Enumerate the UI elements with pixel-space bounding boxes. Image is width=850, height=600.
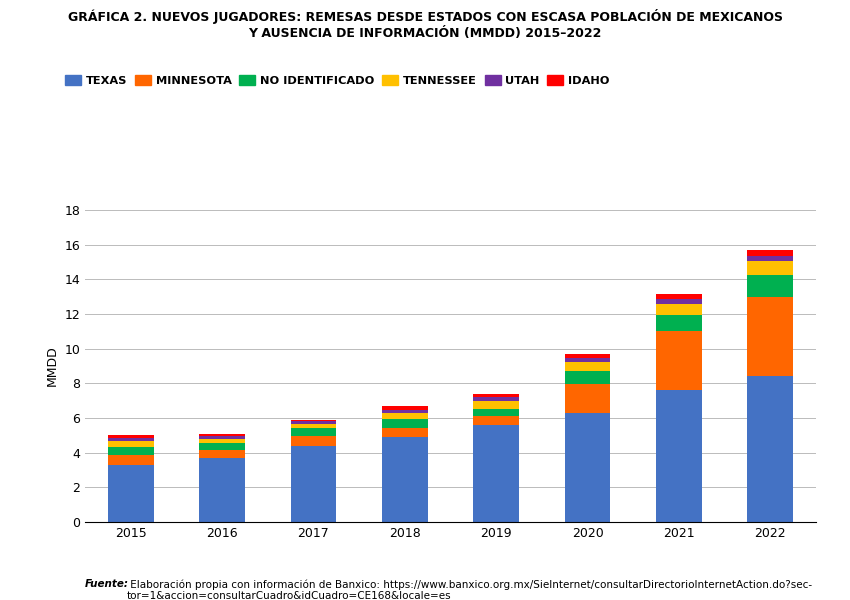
- Bar: [291, 436, 337, 446]
- Legend: TEXAS, MINNESOTA, NO IDENTIFICADO, TENNESSEE, UTAH, IDAHO: TEXAS, MINNESOTA, NO IDENTIFICADO, TENNE…: [65, 74, 609, 86]
- Bar: [473, 425, 519, 522]
- Bar: [199, 450, 245, 458]
- Bar: [382, 437, 428, 522]
- Bar: [473, 416, 519, 425]
- Bar: [108, 455, 154, 465]
- Bar: [382, 413, 428, 419]
- Bar: [199, 439, 245, 443]
- Bar: [382, 410, 428, 413]
- Bar: [656, 304, 702, 315]
- Bar: [108, 438, 154, 441]
- Bar: [473, 401, 519, 409]
- Bar: [382, 419, 428, 428]
- Bar: [564, 413, 610, 522]
- Text: Y AUSENCIA DE INFORMACIÓN (MMDD) 2015–2022: Y AUSENCIA DE INFORMACIÓN (MMDD) 2015–20…: [248, 27, 602, 40]
- Bar: [473, 397, 519, 401]
- Bar: [291, 419, 337, 421]
- Text: Fuente:: Fuente:: [85, 579, 129, 589]
- Bar: [199, 434, 245, 436]
- Bar: [291, 446, 337, 522]
- Bar: [656, 294, 702, 299]
- Bar: [199, 458, 245, 522]
- Bar: [291, 424, 337, 428]
- Text: GRÁFICA 2. NUEVOS JUGADORES: REMESAS DESDE ESTADOS CON ESCASA POBLACIÓN DE MEXIC: GRÁFICA 2. NUEVOS JUGADORES: REMESAS DES…: [67, 9, 783, 24]
- Bar: [656, 390, 702, 522]
- Text: Elaboración propia con información de Banxico: https://www.banxico.org.mx/SieInt: Elaboración propia con información de Ba…: [127, 579, 812, 600]
- Bar: [747, 250, 793, 256]
- Bar: [564, 362, 610, 371]
- Bar: [656, 331, 702, 390]
- Bar: [564, 358, 610, 362]
- Bar: [656, 299, 702, 304]
- Bar: [108, 441, 154, 448]
- Bar: [473, 394, 519, 397]
- Bar: [747, 275, 793, 296]
- Bar: [108, 436, 154, 438]
- Bar: [564, 384, 610, 413]
- Bar: [564, 354, 610, 358]
- Bar: [108, 465, 154, 522]
- Bar: [747, 296, 793, 376]
- Bar: [199, 443, 245, 450]
- Bar: [291, 428, 337, 436]
- Bar: [382, 428, 428, 437]
- Bar: [747, 256, 793, 261]
- Bar: [564, 371, 610, 384]
- Y-axis label: MMDD: MMDD: [46, 346, 59, 386]
- Bar: [291, 421, 337, 424]
- Bar: [747, 376, 793, 522]
- Bar: [199, 436, 245, 439]
- Bar: [473, 409, 519, 416]
- Bar: [382, 406, 428, 410]
- Bar: [747, 261, 793, 275]
- Bar: [108, 448, 154, 455]
- Bar: [656, 315, 702, 331]
